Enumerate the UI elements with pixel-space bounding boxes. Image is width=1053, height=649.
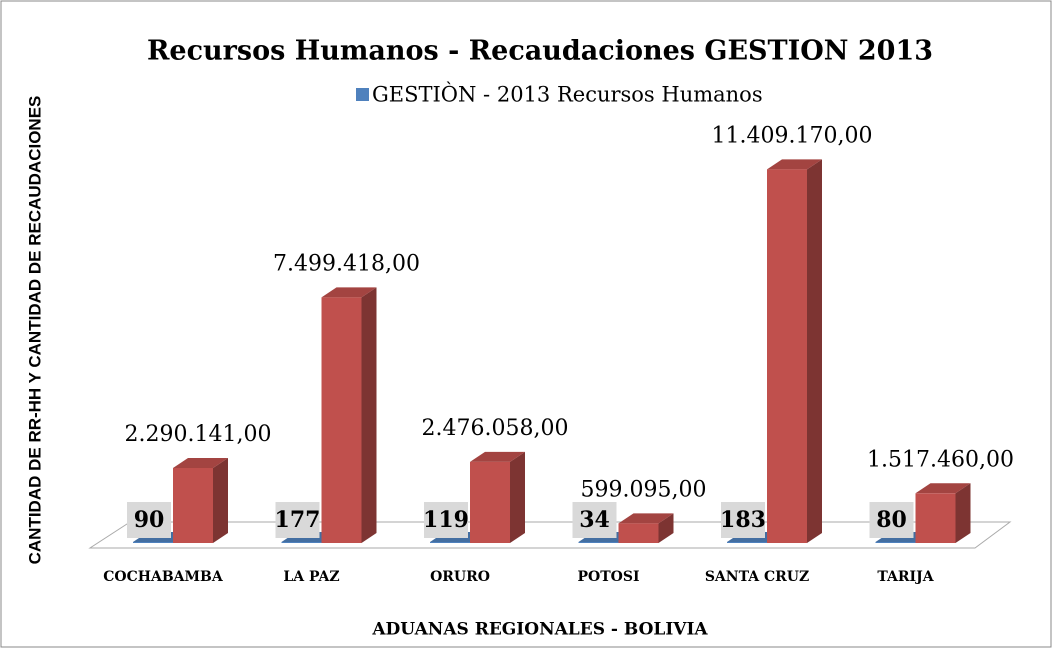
data-label-box <box>275 502 320 538</box>
bar-side <box>213 457 228 543</box>
data-label-box <box>869 502 914 538</box>
bar <box>281 542 322 543</box>
data-label-box <box>572 502 617 538</box>
data-label: 119 <box>423 507 469 533</box>
legend-swatch <box>356 88 369 101</box>
x-tick-label: POTOSI <box>578 569 640 585</box>
bar-side <box>955 483 971 543</box>
data-label: 34 <box>579 507 610 533</box>
data-label-box <box>127 502 171 538</box>
bar <box>470 461 510 543</box>
x-tick-label: LA PAZ <box>283 569 339 585</box>
bar-top <box>767 159 822 170</box>
bar-side <box>510 451 525 543</box>
bar-top <box>915 483 971 494</box>
bar <box>915 493 956 543</box>
data-label: 90 <box>134 507 165 533</box>
bar <box>727 542 767 543</box>
data-label: 80 <box>876 507 907 533</box>
bar-top <box>321 287 377 298</box>
bar <box>875 542 916 543</box>
bar-side <box>807 159 822 544</box>
bar <box>173 467 213 543</box>
data-label: 1.517.460,00 <box>867 447 1014 472</box>
data-label: 177 <box>275 507 321 533</box>
y-axis-title: CANTIDAD DE RR-HH Y CANTIDAD DE RECAUDAC… <box>25 96 44 565</box>
data-label: 2.476.058,00 <box>422 416 569 441</box>
data-label: 2.290.141,00 <box>125 422 272 447</box>
x-tick-label: SANTA CRUZ <box>705 569 809 585</box>
data-label: 599.095,00 <box>581 477 707 502</box>
data-label: 183 <box>720 507 766 533</box>
bar-top <box>470 451 525 462</box>
bar <box>321 297 362 543</box>
data-label-box <box>721 502 765 538</box>
data-label: 11.409.170,00 <box>712 123 873 148</box>
bar <box>618 523 659 543</box>
data-label: 7.499.418,00 <box>273 251 420 276</box>
data-label-box <box>424 502 468 538</box>
bar <box>767 169 807 544</box>
bar-side <box>658 513 674 543</box>
bar <box>133 542 173 543</box>
bar-side <box>361 287 377 543</box>
bar-top <box>173 457 228 468</box>
x-tick-label: COCHABAMBA <box>103 569 224 585</box>
legend-label: GESTIÒN - 2013 Recursos Humanos <box>372 82 763 107</box>
x-tick-label: ORURO <box>430 569 490 585</box>
x-tick-label: TARIJA <box>877 569 934 585</box>
chart-title: Recursos Humanos - Recaudaciones GESTION… <box>147 36 933 67</box>
bar <box>578 542 619 543</box>
x-axis-title: ADUANAS REGIONALES - BOLIVIA <box>371 620 708 640</box>
bar-top <box>618 513 674 524</box>
bar <box>430 542 470 543</box>
